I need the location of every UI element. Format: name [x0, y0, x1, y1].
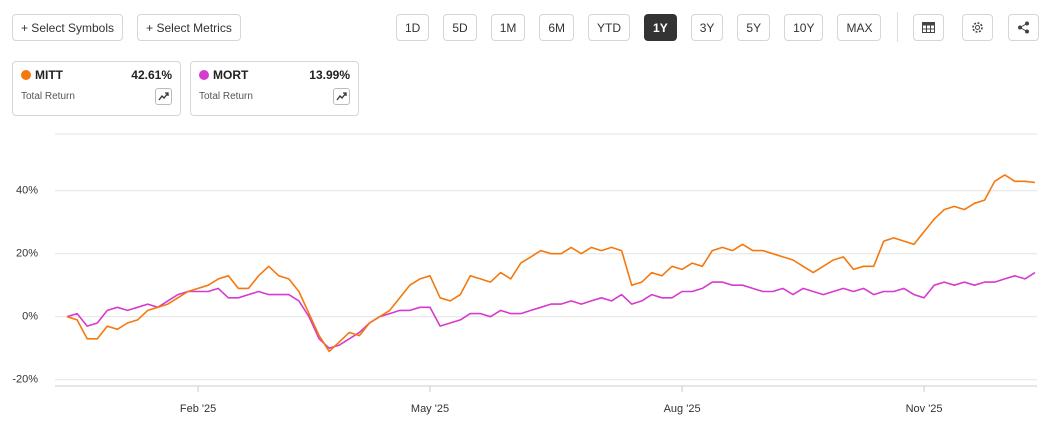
range-button[interactable]: 5Y — [737, 14, 771, 41]
legend-swatch — [199, 70, 209, 80]
trend-icon — [336, 92, 347, 101]
range-button[interactable]: 10Y — [784, 14, 824, 41]
legend-value: 42.61% — [131, 68, 172, 82]
settings-button[interactable] — [962, 14, 993, 41]
trend-icon — [158, 92, 169, 101]
trend-button[interactable] — [155, 88, 172, 105]
range-button[interactable]: 1Y — [644, 14, 677, 41]
select-metrics-button[interactable]: + Select Metrics — [137, 14, 241, 41]
legend-metric: Total Return — [199, 91, 253, 102]
table-button[interactable] — [913, 14, 944, 41]
legend-symbol: MITT — [35, 68, 63, 82]
legend-value: 13.99% — [309, 68, 350, 82]
y-tick-label: 0% — [22, 311, 38, 323]
legend-swatch — [21, 70, 31, 80]
y-tick-label: -20% — [12, 374, 38, 386]
y-tick-label: 40% — [16, 185, 38, 197]
trend-button[interactable] — [333, 88, 350, 105]
range-button[interactable]: 3Y — [690, 14, 724, 41]
series-line — [66, 174, 1036, 353]
table-icon — [922, 22, 935, 33]
y-tick-label: 20% — [16, 248, 38, 260]
range-button[interactable]: 1M — [490, 14, 526, 41]
range-button[interactable]: 1D — [396, 14, 430, 41]
x-tick-label: Nov '25 — [906, 403, 943, 415]
range-button[interactable]: 6M — [539, 14, 575, 41]
series-line — [66, 271, 1036, 349]
legend-symbol: MORT — [213, 68, 249, 82]
range-button[interactable]: YTD — [588, 14, 631, 41]
legend-metric: Total Return — [21, 91, 75, 102]
x-tick-label: Feb '25 — [180, 403, 216, 415]
range-button[interactable]: MAX — [837, 14, 882, 41]
share-button[interactable] — [1008, 14, 1039, 41]
x-tick-label: Aug '25 — [664, 403, 701, 415]
x-tick-label: May '25 — [411, 403, 449, 415]
separator — [897, 12, 898, 42]
select-symbols-button[interactable]: + Select Symbols — [12, 14, 123, 41]
gear-icon — [972, 22, 983, 33]
legend-card: MITT 42.61% Total Return — [12, 61, 181, 116]
range-selector: 1D 5D 1M 6M YTD 1Y 3Y 5Y 10Y MAX — [396, 14, 882, 41]
share-icon — [1018, 21, 1029, 34]
range-button[interactable]: 5D — [443, 14, 477, 41]
legend-card: MORT 13.99% Total Return — [190, 61, 359, 116]
